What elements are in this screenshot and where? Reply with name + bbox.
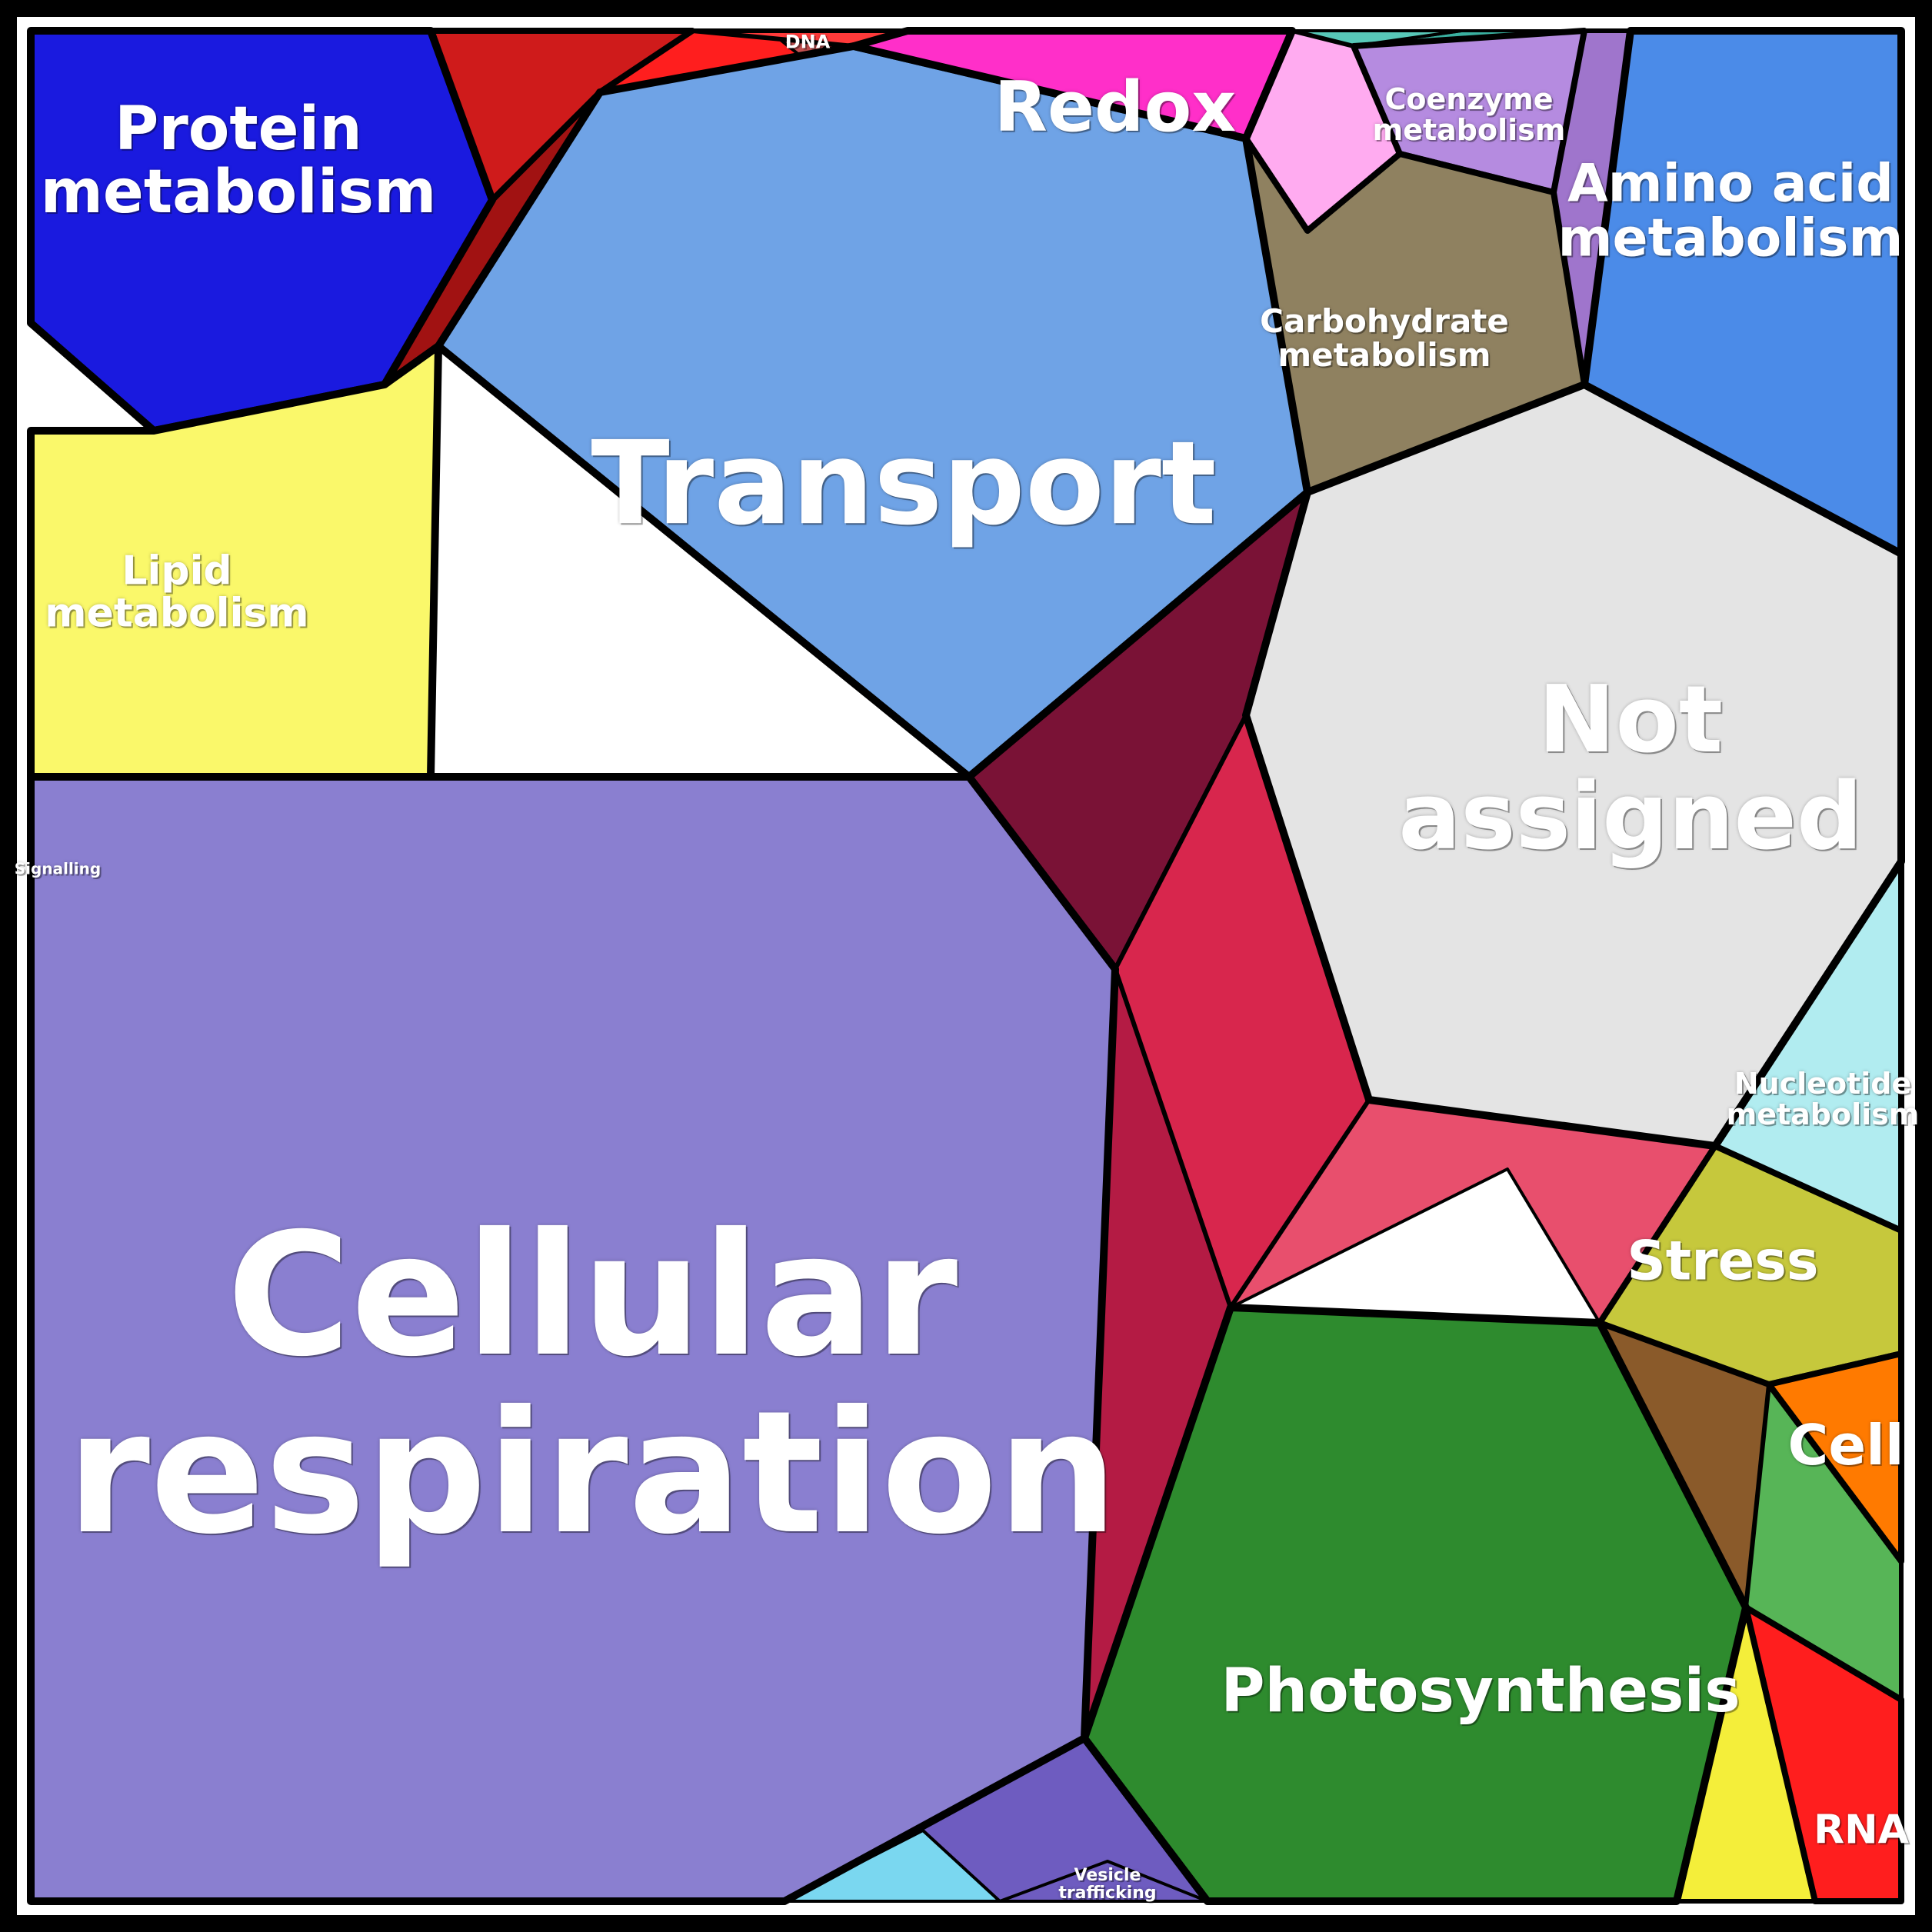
cell-cellresp_a xyxy=(31,777,1115,1901)
voronoi-treemap: Cellular respirationTransportNot assigne… xyxy=(0,0,1932,1932)
treemap-svg xyxy=(0,0,1932,1932)
